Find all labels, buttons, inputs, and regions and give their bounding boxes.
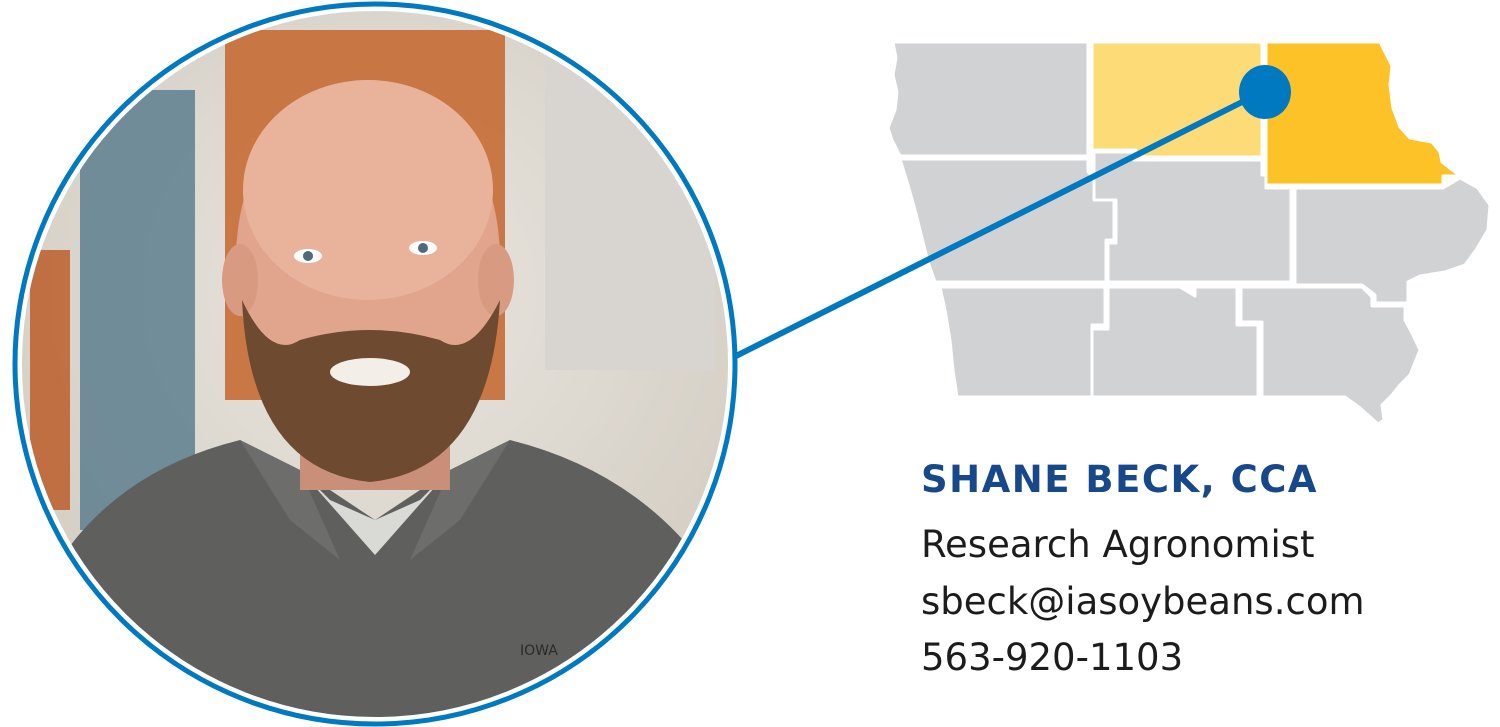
connector-line: [734, 89, 1264, 359]
map-region-northeast: [1264, 40, 1462, 187]
profile-photo: IOWA: [19, 8, 731, 720]
shirt-logo: IOWA: [520, 643, 558, 659]
map-region-east-central: [1293, 176, 1492, 305]
map-region-southwest: [938, 285, 1107, 399]
map-region-central: [1092, 150, 1293, 284]
email-link[interactable]: sbeck@iasoybeans.com: [921, 579, 1365, 623]
job-title: Research Agronomist: [921, 523, 1315, 566]
person-name: SHANE BECK, CCA: [921, 458, 1319, 501]
photo-frame-ring: [12, 1, 738, 727]
location-pin-dot: [1239, 65, 1291, 119]
iowa-map: [886, 40, 1492, 426]
map-region-southeast: [1239, 285, 1422, 426]
map-region-north-central: [1090, 40, 1264, 159]
map-region-south-central: [1090, 285, 1260, 399]
contact-info: SHANE BECK, CCA Research Agronomist sbec…: [921, 455, 1365, 687]
phone-number[interactable]: 563-920-1103: [921, 636, 1184, 679]
map-region-northwest: [886, 40, 1090, 158]
